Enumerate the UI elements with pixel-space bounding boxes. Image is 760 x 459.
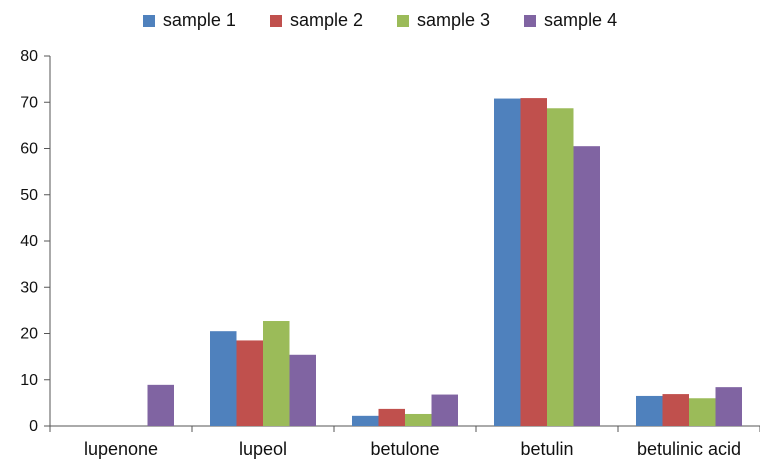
legend-label-sample-3: sample 3 [417,10,491,30]
y-tick-label: 20 [20,326,38,343]
bar-sample-1-betulinic-acid [636,395,663,426]
bar-sample-4-betulone [431,394,458,426]
y-tick-label: 30 [20,279,38,296]
bar-sample-1-lupeol [210,331,237,426]
y-tick-label: 10 [20,372,38,389]
bar-sample-3-betulinic-acid [689,398,716,426]
x-category-label: lupenone [84,439,158,459]
bar-sample-1-betulin [494,98,521,427]
legend-item-sample-2: sample 2 [269,10,363,31]
legend-swatch-sample-1 [142,14,155,27]
x-category-label: betulone [370,439,439,459]
y-tick-label: 60 [20,141,38,158]
y-tick-label: 80 [20,48,38,65]
bar-sample-3-betulin [547,108,574,426]
x-category-label: betulin [520,439,573,459]
legend-item-sample-3: sample 3 [397,10,490,31]
y-tick-label: 50 [20,187,38,204]
bar-sample-2-lupeol [236,340,263,426]
legend: sample 1 sample 2 sample 3 sample 4 [0,10,760,31]
bar-sample-3-betulone [405,413,432,426]
bar-sample-3-lupeol [263,321,290,426]
legend-swatch-sample-4 [524,14,537,27]
bar-sample-4-betulin [573,146,600,426]
legend-swatch-sample-2 [269,14,282,27]
bar-sample-4-lupeol [289,354,316,426]
legend-label-sample-4: sample 4 [544,10,618,30]
y-tick-label: 40 [20,233,38,250]
legend-swatch-sample-3 [397,14,409,27]
bar-sample-1-betulone [352,415,379,426]
legend-item-sample-1: sample 1 [142,10,236,31]
bar-sample-4-lupenone [147,384,174,426]
legend-item-sample-4: sample 4 [524,10,617,31]
bar-sample-4-betulinic-acid [715,387,742,426]
bar-sample-2-betulone [378,408,405,426]
y-tick-label: 0 [29,418,38,435]
x-category-label: lupeol [239,439,287,459]
legend-label-sample-1: sample 1 [162,10,236,30]
legend-label-sample-2: sample 2 [289,10,363,30]
bar-sample-2-betulinic-acid [662,394,689,426]
y-tick-label: 70 [20,94,38,111]
bar-sample-2-betulin [520,98,547,427]
x-category-label: betulinic acid [637,439,741,459]
